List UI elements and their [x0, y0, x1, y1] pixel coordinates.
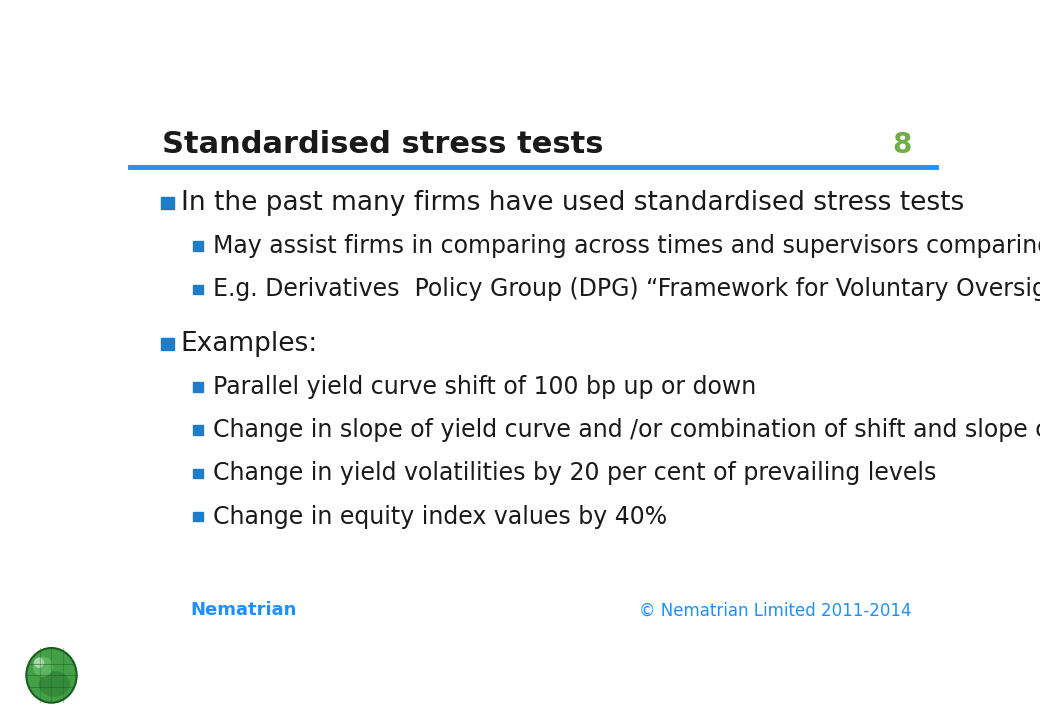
Bar — [192, 469, 203, 478]
Text: Nematrian: Nematrian — [190, 601, 296, 619]
Bar — [192, 284, 203, 294]
Bar — [160, 197, 174, 209]
Text: E.g. Derivatives  Policy Group (DPG) “Framework for Voluntary Oversight”: E.g. Derivatives Policy Group (DPG) “Fra… — [213, 277, 1040, 301]
Text: May assist firms in comparing across times and supervisors comparing firms: May assist firms in comparing across tim… — [213, 234, 1040, 258]
Ellipse shape — [26, 648, 77, 703]
Ellipse shape — [33, 657, 53, 677]
Text: Standardised stress tests: Standardised stress tests — [162, 130, 604, 159]
Bar — [192, 382, 203, 392]
Text: In the past many firms have used standardised stress tests: In the past many firms have used standar… — [181, 190, 964, 216]
Text: 8: 8 — [892, 130, 912, 158]
Text: Change in yield volatilities by 20 per cent of prevailing levels: Change in yield volatilities by 20 per c… — [213, 462, 936, 485]
Text: Change in slope of yield curve and /or combination of shift and slope change: Change in slope of yield curve and /or c… — [213, 418, 1040, 442]
Bar — [160, 338, 174, 350]
Text: Change in equity index values by 40%: Change in equity index values by 40% — [213, 505, 667, 528]
Text: Examples:: Examples: — [181, 330, 318, 356]
Ellipse shape — [33, 657, 44, 668]
Bar — [192, 426, 203, 435]
Ellipse shape — [38, 671, 70, 697]
Bar — [192, 241, 203, 251]
Bar — [192, 512, 203, 521]
Text: Parallel yield curve shift of 100 bp up or down: Parallel yield curve shift of 100 bp up … — [213, 375, 756, 399]
Text: © Nematrian Limited 2011-2014: © Nematrian Limited 2011-2014 — [640, 601, 912, 619]
